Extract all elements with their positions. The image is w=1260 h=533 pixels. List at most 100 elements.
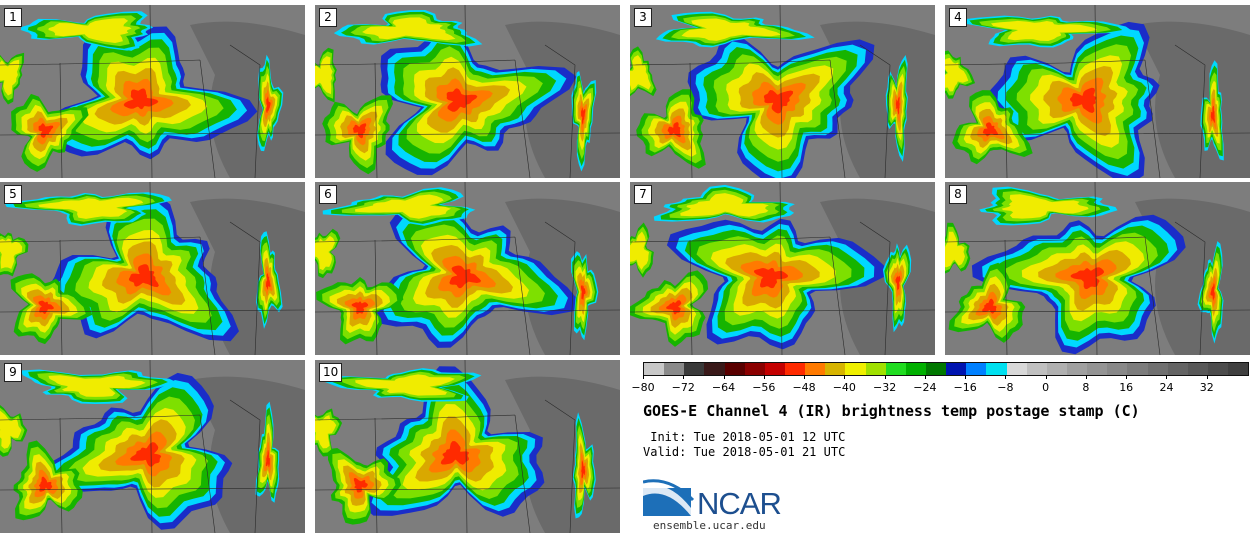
cloud-contour: [39, 476, 53, 492]
member-number-label: 2: [319, 8, 337, 27]
state-borders: [315, 182, 620, 355]
member-panel-7: 7: [630, 182, 935, 355]
colorbar-tick-mark: [643, 375, 644, 379]
colorbar-segment: [744, 363, 765, 375]
state-borders: [945, 182, 1250, 355]
colorbar-tick-mark: [1045, 375, 1047, 379]
cloud-contour: [440, 441, 469, 465]
colorbar-segment: [1167, 363, 1188, 375]
colorbar-segment: [885, 363, 906, 375]
colorbar-segment: [905, 363, 926, 375]
cloud-contour: [945, 57, 969, 92]
colorbar-tick-label: 0: [1042, 381, 1050, 394]
temperature-colorbar: [643, 362, 1249, 376]
member-panel-3: 3: [630, 5, 935, 178]
cloud-contour: [895, 275, 901, 291]
cloud-contour: [38, 197, 144, 219]
cloud-contour: [130, 442, 162, 467]
cloud-contour: [449, 265, 481, 289]
colorbar-tick-mark: [763, 375, 765, 379]
colorbar-segment: [1127, 363, 1148, 375]
cloud-contour: [667, 122, 681, 138]
state-borders: [0, 360, 305, 533]
state-borders: [315, 5, 620, 178]
init-time: Init: Tue 2018-05-01 12 UTC: [643, 430, 846, 444]
colorbar-tick-label: −80: [631, 381, 655, 394]
cloud-contour: [0, 238, 23, 269]
member-panel-1: 1: [0, 5, 305, 178]
state-borders: [0, 182, 305, 355]
member-panel-4: 4: [945, 5, 1250, 178]
cloud-contour: [681, 18, 782, 41]
ir-image: [0, 5, 305, 178]
land-shade: [505, 21, 620, 178]
member-number-label: 7: [634, 185, 652, 204]
cloud-contour: [315, 56, 333, 95]
colorbar-segment: [764, 363, 785, 375]
cloud-contour: [945, 231, 965, 268]
colorbar-segment: [1228, 363, 1249, 375]
cloud-contour: [982, 122, 999, 137]
colorbar-tick-label: 24: [1159, 381, 1174, 394]
colorbar-segment: [704, 363, 725, 375]
colorbar-tick-mark: [1166, 375, 1168, 379]
ir-image: [315, 182, 620, 355]
colorbar-segment: [1046, 363, 1067, 375]
colorbar-tick-mark: [924, 375, 926, 379]
cloud-contour: [315, 415, 337, 449]
member-number-label: 6: [319, 185, 337, 204]
cloud-contour: [355, 374, 455, 396]
valid-time: Valid: Tue 2018-05-01 21 UTC: [643, 445, 846, 459]
cloud-contour: [353, 478, 368, 493]
colorbar-tick-mark: [683, 375, 685, 379]
colorbar-tick-mark: [723, 375, 725, 379]
cloud-contour: [895, 96, 900, 115]
cloud-contour: [38, 300, 54, 314]
colorbar-segment: [845, 363, 866, 375]
colorbar-tick-label: 8: [1082, 381, 1090, 394]
state-borders: [945, 5, 1250, 178]
cloud-contour: [355, 194, 451, 219]
ir-image: [630, 5, 935, 178]
member-panel-10: 10: [315, 360, 620, 533]
cloud-contour: [123, 88, 159, 110]
colorbar-tick-mark: [965, 375, 967, 379]
colorbar-segment: [684, 363, 705, 375]
colorbar-segment: [925, 363, 947, 375]
cloud-contour: [666, 300, 682, 315]
cloud-contour: [265, 450, 270, 468]
colorbar-segment: [865, 363, 886, 375]
colorbar-tick-mark: [1005, 375, 1007, 379]
colorbar-segment: [1207, 363, 1229, 375]
member-number-label: 8: [949, 185, 967, 204]
colorbar-segment: [825, 363, 846, 375]
cloud-contour: [0, 59, 20, 96]
member-panel-9: 9: [0, 360, 305, 533]
cloud-contour: [266, 273, 271, 290]
ir-image: [315, 5, 620, 178]
cloud-contour: [446, 88, 478, 112]
cloud-contour: [630, 55, 651, 91]
colorbar-tick-label: −48: [792, 381, 816, 394]
colorbar-tick-mark: [884, 375, 886, 379]
colorbar-tick-label: −8: [997, 381, 1014, 394]
colorbar-segment: [784, 363, 806, 375]
colorbar-segment: [1147, 363, 1168, 375]
ncar-logo-icon: [643, 479, 695, 516]
state-borders: [0, 5, 305, 178]
source-url: ensemble.ucar.edu: [653, 519, 766, 532]
cloud-contour: [581, 460, 586, 479]
colorbar-tick-mark: [1126, 375, 1128, 379]
colorbar-tick-mark: [844, 375, 846, 379]
colorbar-tick-label: −40: [832, 381, 856, 394]
colorbar-segment: [1066, 363, 1088, 375]
cloud-contour: [581, 107, 586, 125]
colorbar-tick-label: −64: [711, 381, 736, 394]
colorbar-tick-label: −72: [671, 381, 695, 394]
ncar-wordmark: NCAR: [697, 486, 782, 521]
member-number-label: 10: [319, 363, 343, 382]
member-number-label: 3: [634, 8, 652, 27]
cloud-contour: [315, 235, 335, 271]
colorbar-tick-label: 16: [1119, 381, 1134, 394]
colorbar-tick-mark: [1206, 375, 1208, 379]
